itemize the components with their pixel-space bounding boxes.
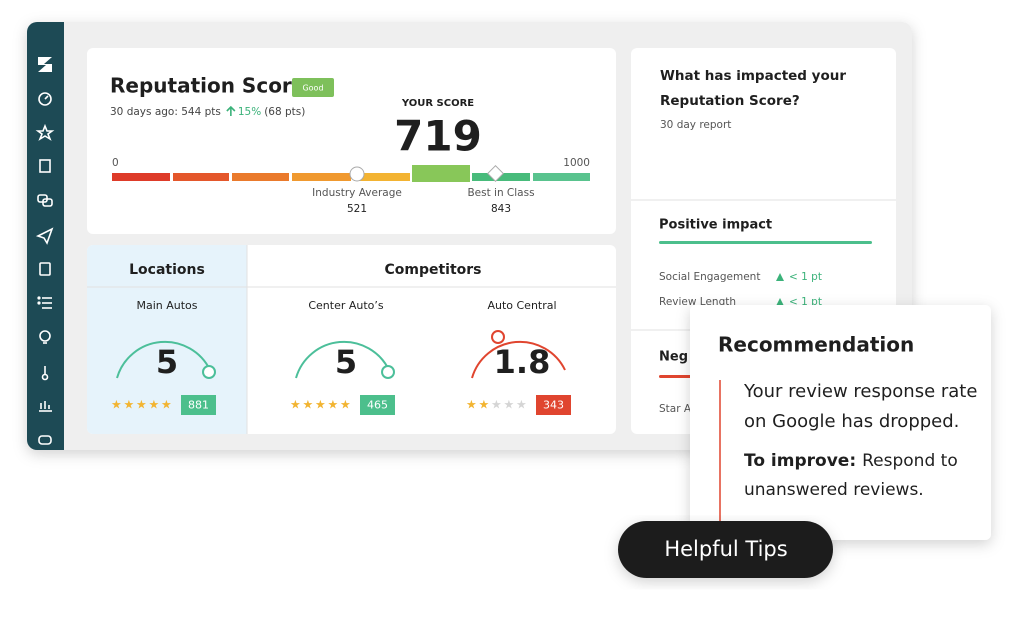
review-badge xyxy=(181,395,216,415)
review-badge xyxy=(360,395,395,415)
star: ★ xyxy=(466,398,477,412)
gauge-arc xyxy=(116,340,211,379)
star: ★ xyxy=(328,398,339,412)
recommendation-text: Your review response rate xyxy=(743,381,977,402)
scale-min: 0 xyxy=(112,157,119,169)
competitors-header: Competitors xyxy=(384,262,481,278)
positive-header: Positive impact xyxy=(659,218,772,233)
nav-tasks[interactable] xyxy=(39,262,51,276)
star: ★ xyxy=(504,398,515,412)
gauge-dot xyxy=(381,365,395,379)
impact-title: Reputation Score? xyxy=(660,93,800,109)
change-points: (68 pts) xyxy=(264,106,305,118)
recommendation-title: Recommendation xyxy=(718,333,914,357)
review-count: 465 xyxy=(367,399,388,412)
nav-list[interactable] xyxy=(37,296,52,309)
star: ★ xyxy=(491,398,502,412)
score-scale xyxy=(112,165,590,182)
history: 30 days ago: 544 pts xyxy=(110,106,221,118)
helpful-tips-button[interactable] xyxy=(618,521,833,578)
review-count: 343 xyxy=(543,399,564,412)
sidebar-icons xyxy=(35,57,55,445)
card-title: Reputation Score xyxy=(110,74,305,98)
star: ★ xyxy=(124,398,135,412)
recommendation-card xyxy=(690,305,991,540)
location-name: Center Auto’s xyxy=(308,299,384,312)
star: ★ xyxy=(290,398,301,412)
badge-label: Good xyxy=(302,84,323,93)
location-name: Main Autos xyxy=(136,299,197,312)
helpful-tips-label[interactable]: Helpful Tips xyxy=(664,537,787,561)
scale-max: 1000 xyxy=(563,157,590,169)
reputation-card xyxy=(87,48,616,234)
best-value: 843 xyxy=(491,203,511,215)
score-label: YOUR SCORE xyxy=(401,98,474,109)
impact-item: Social Engagement xyxy=(659,271,760,283)
review-count: 881 xyxy=(188,399,209,412)
score: 719 xyxy=(394,112,482,161)
gauge-arc xyxy=(471,340,566,379)
sidebar xyxy=(27,22,64,450)
improve-text: unanswered reviews. xyxy=(744,480,924,500)
negative-header: Neg xyxy=(659,350,688,365)
industry-value: 521 xyxy=(347,203,367,215)
best-marker xyxy=(487,165,504,182)
impact-value: < 1 pt xyxy=(789,271,822,283)
nav-temperature[interactable] xyxy=(41,366,49,381)
star: ★ xyxy=(315,398,326,412)
impact-title: What has impacted your xyxy=(660,68,846,84)
nav-inbox[interactable] xyxy=(38,435,52,445)
rating: 1.8 xyxy=(494,343,551,381)
impact-item: Star A xyxy=(659,403,692,415)
industry-label: Industry Average xyxy=(312,187,402,199)
recommendation-text: on Google has dropped. xyxy=(744,411,959,432)
logo xyxy=(38,57,52,72)
up-arrow xyxy=(226,105,236,116)
up-arrow xyxy=(776,298,784,306)
gauge-arc xyxy=(295,340,390,379)
locations-panel xyxy=(87,245,247,434)
star: ★ xyxy=(516,398,527,412)
gauge-dot xyxy=(202,365,216,379)
positive-underline xyxy=(659,241,872,244)
nav-reviews[interactable] xyxy=(35,123,55,141)
nav-ideas[interactable] xyxy=(39,330,51,344)
star: ★ xyxy=(479,398,490,412)
star: ★ xyxy=(149,398,160,412)
nav-reports[interactable] xyxy=(39,401,52,412)
best-label: Best in Class xyxy=(467,187,534,199)
rating: 5 xyxy=(156,343,178,381)
rating: 5 xyxy=(335,343,357,381)
improve-text: Respond to xyxy=(862,451,958,471)
star: ★ xyxy=(340,398,351,412)
review-badge xyxy=(536,395,571,415)
badge xyxy=(292,78,334,97)
nav-send[interactable] xyxy=(35,227,54,245)
locations-header: Locations xyxy=(129,262,205,278)
nav-locations[interactable] xyxy=(39,159,51,173)
nav-messages[interactable] xyxy=(37,194,53,207)
star: ★ xyxy=(111,398,122,412)
up-arrow xyxy=(776,273,784,281)
star: ★ xyxy=(136,398,147,412)
location-name: Auto Central xyxy=(487,299,556,312)
gauge-dot xyxy=(491,330,505,344)
improve-label: To improve: xyxy=(744,451,856,471)
nav-dashboard[interactable] xyxy=(38,92,52,106)
star: ★ xyxy=(303,398,314,412)
star: ★ xyxy=(161,398,172,412)
impact-subtitle: 30 day report xyxy=(660,119,731,131)
industry-marker xyxy=(349,166,365,182)
change: 15% xyxy=(238,106,261,118)
